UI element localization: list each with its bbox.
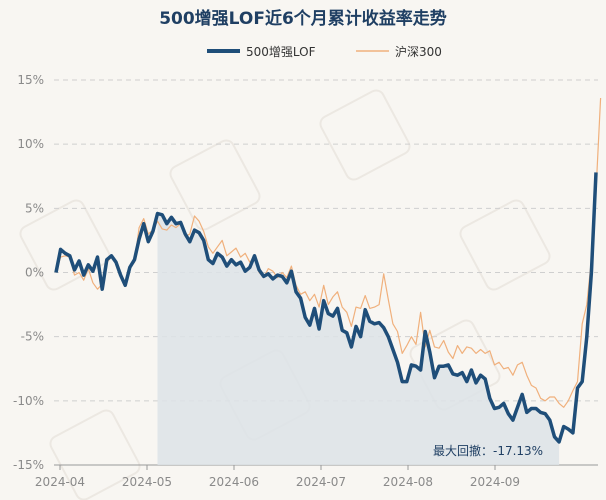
x-tick-label: 2024-06 [209, 475, 259, 489]
x-axis: 2024-04 2024-05 2024-06 2024-07 2024-08 2024-… [35, 464, 598, 489]
watermark-mark [169, 139, 261, 231]
x-tick-label: 2024-08 [383, 475, 433, 489]
drawdown-area [157, 213, 560, 465]
x-tick-label: 2024-04 [35, 475, 85, 489]
legend-label-index: 沪深300 [395, 45, 442, 59]
y-tick-label: -15% [13, 458, 44, 472]
watermark-mark [49, 409, 141, 500]
legend: 500增强LOF 沪深300 [207, 45, 442, 59]
y-tick-label: 10% [17, 137, 44, 151]
y-tick-label: 15% [17, 73, 44, 87]
watermark-mark [459, 199, 551, 291]
legend-label-fund: 500增强LOF [246, 45, 316, 59]
x-tick-label: 2024-09 [470, 475, 520, 489]
watermark-mark [319, 89, 411, 181]
y-tick-label: -10% [13, 394, 44, 408]
max-drawdown-label: 最大回撤：-17.13% [433, 443, 543, 458]
y-axis: 15% 10% 5% 0% -5% -10% -15% [13, 73, 44, 472]
x-tick-label: 2024-07 [296, 475, 346, 489]
y-tick-label: -5% [21, 330, 44, 344]
y-tick-label: 0% [25, 266, 44, 280]
x-tick-label: 2024-05 [122, 475, 172, 489]
series-line-fund [54, 172, 598, 444]
chart-title: 500增强LOF近6个月累计收益率走势 [159, 8, 447, 29]
y-tick-label: 5% [25, 201, 44, 215]
